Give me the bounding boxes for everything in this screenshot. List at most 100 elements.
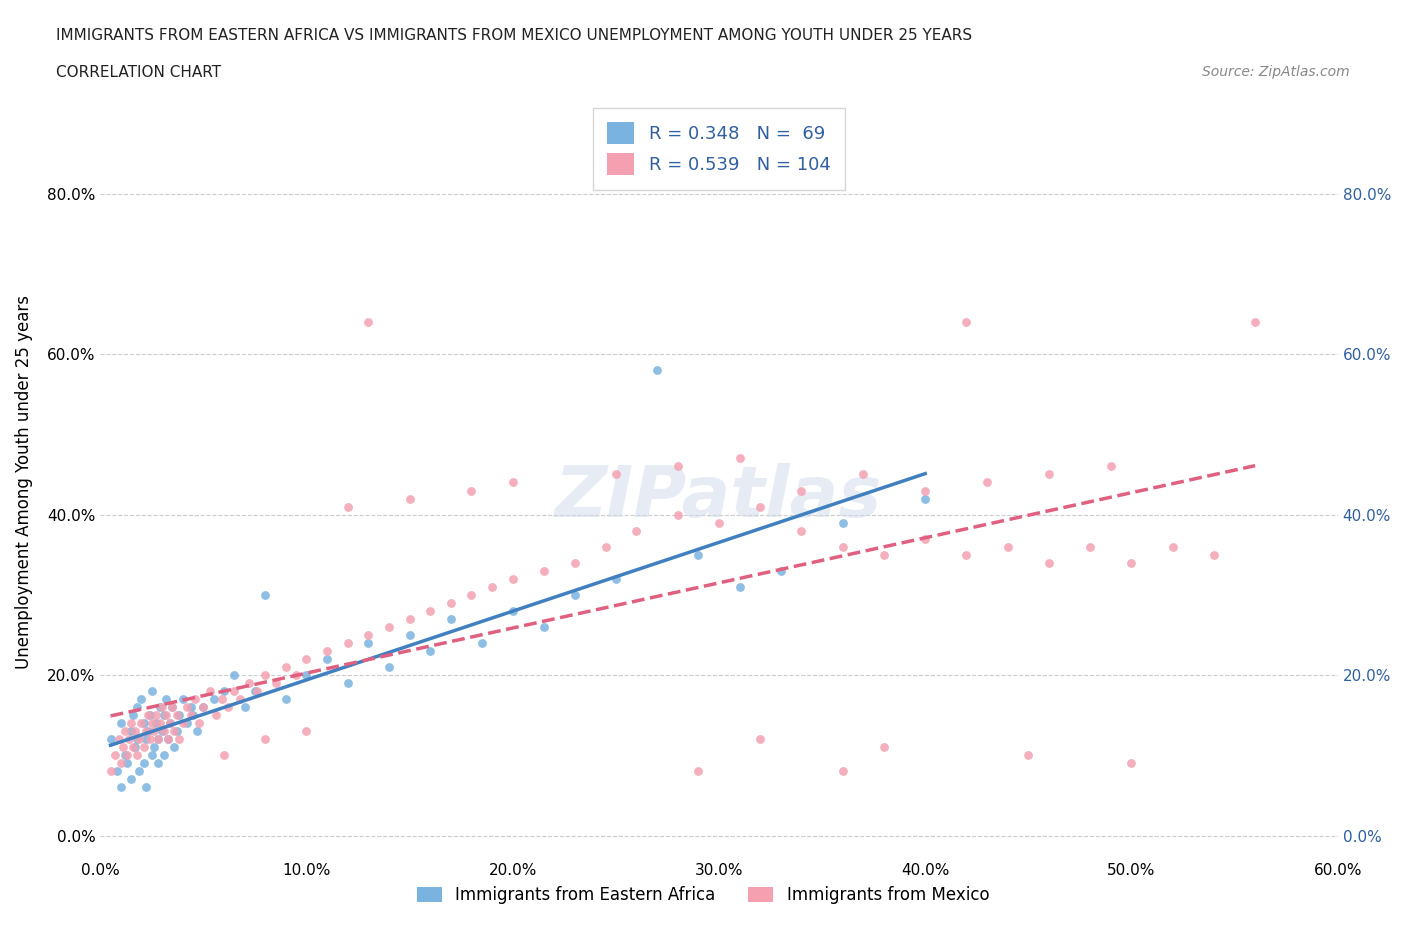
Point: [136, 708, 159, 723]
Point: [688, 764, 710, 778]
Legend: R = 0.348   N =  69, R = 0.539   N = 104: R = 0.348 N = 69, R = 0.539 N = 104: [593, 108, 845, 190]
Point: [254, 732, 277, 747]
Point: [626, 524, 648, 538]
Point: [166, 724, 188, 738]
Point: [146, 756, 169, 771]
Point: [122, 708, 145, 723]
Point: [180, 708, 202, 723]
Point: [124, 740, 146, 755]
Point: [142, 724, 165, 738]
Point: [135, 780, 157, 795]
Point: [149, 699, 172, 714]
Point: [131, 716, 153, 731]
Point: [440, 595, 463, 610]
Point: [295, 724, 318, 738]
Point: [153, 724, 176, 738]
Point: [188, 716, 211, 731]
Point: [114, 748, 136, 763]
Point: [104, 748, 127, 763]
Point: [295, 652, 318, 667]
Point: [728, 451, 751, 466]
Point: [481, 579, 503, 594]
Point: [135, 724, 157, 738]
Point: [159, 716, 181, 731]
Point: [398, 612, 420, 627]
Point: [914, 491, 936, 506]
Point: [295, 668, 318, 683]
Point: [955, 547, 977, 562]
Point: [224, 684, 246, 698]
Point: [564, 588, 586, 603]
Point: [136, 724, 159, 738]
Point: [149, 716, 172, 731]
Point: [150, 699, 173, 714]
Point: [666, 459, 689, 474]
Point: [254, 668, 277, 683]
Point: [128, 732, 150, 747]
Text: IMMIGRANTS FROM EASTERN AFRICA VS IMMIGRANTS FROM MEXICO UNEMPLOYMENT AMONG YOUT: IMMIGRANTS FROM EASTERN AFRICA VS IMMIGR…: [56, 28, 973, 43]
Point: [645, 363, 668, 378]
Point: [118, 732, 141, 747]
Point: [378, 619, 401, 634]
Point: [357, 628, 380, 643]
Point: [146, 732, 169, 747]
Point: [100, 732, 122, 747]
Point: [533, 619, 555, 634]
Point: [914, 531, 936, 546]
Point: [163, 740, 186, 755]
Point: [1121, 756, 1143, 771]
Point: [1244, 314, 1267, 329]
Point: [728, 579, 751, 594]
Point: [831, 539, 853, 554]
Point: [831, 515, 853, 530]
Point: [167, 732, 190, 747]
Point: [114, 724, 136, 738]
Point: [419, 604, 441, 618]
Point: [132, 740, 155, 755]
Point: [132, 756, 155, 771]
Point: [217, 699, 239, 714]
Point: [997, 539, 1019, 554]
Point: [1099, 459, 1122, 474]
Point: [440, 612, 463, 627]
Point: [460, 588, 482, 603]
Point: [316, 644, 339, 658]
Point: [264, 676, 287, 691]
Point: [707, 515, 730, 530]
Point: [238, 676, 260, 691]
Point: [336, 635, 359, 650]
Point: [110, 756, 132, 771]
Point: [141, 748, 163, 763]
Point: [120, 716, 142, 731]
Point: [181, 708, 204, 723]
Point: [852, 467, 875, 482]
Point: [357, 314, 380, 329]
Point: [172, 692, 194, 707]
Point: [605, 467, 627, 482]
Point: [274, 659, 297, 674]
Point: [336, 676, 359, 691]
Y-axis label: Unemployment Among Youth under 25 years: Unemployment Among Youth under 25 years: [15, 296, 32, 670]
Point: [176, 699, 198, 714]
Point: [176, 716, 198, 731]
Point: [198, 684, 221, 698]
Point: [108, 732, 131, 747]
Point: [229, 692, 252, 707]
Point: [122, 740, 145, 755]
Point: [955, 314, 977, 329]
Point: [193, 699, 215, 714]
Point: [502, 571, 524, 586]
Point: [115, 756, 138, 771]
Point: [666, 507, 689, 522]
Point: [398, 491, 420, 506]
Point: [605, 571, 627, 586]
Point: [146, 732, 169, 747]
Point: [132, 716, 155, 731]
Point: [749, 499, 772, 514]
Point: [357, 635, 380, 650]
Point: [336, 499, 359, 514]
Point: [1121, 555, 1143, 570]
Point: [166, 708, 188, 723]
Point: [141, 684, 163, 698]
Point: [184, 692, 207, 707]
